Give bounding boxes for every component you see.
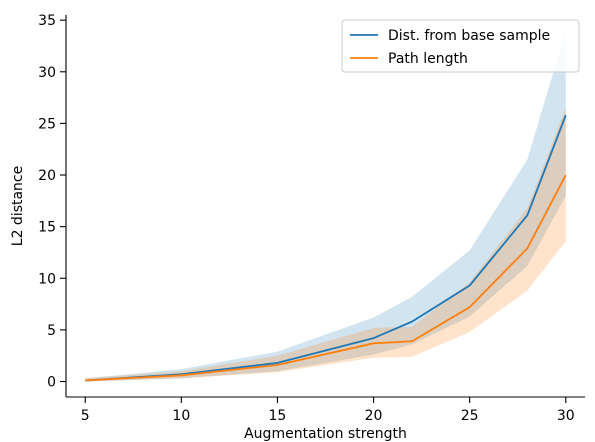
x-axis-label: Augmentation strength — [244, 426, 407, 442]
x-tick-label: 30 — [557, 408, 575, 424]
legend: Dist. from base sample Path length — [341, 19, 580, 73]
y-tick-label: 25 — [38, 116, 56, 132]
y-tick-label: 30 — [38, 65, 56, 81]
y-tick-label: 10 — [38, 271, 56, 287]
line-series-0 — [85, 114, 567, 382]
legend-label-path-length: Path length — [388, 51, 468, 67]
y-tick-label: 35 — [38, 13, 56, 29]
y-tick-label: 20 — [38, 168, 56, 184]
band-series-0 — [85, 30, 566, 382]
legend-box — [341, 19, 580, 73]
x-tick-label: 5 — [81, 408, 90, 424]
y-tick-label: 15 — [38, 220, 56, 236]
y-axis-label: L2 distance — [10, 166, 26, 246]
x-tick-label: 10 — [172, 408, 190, 424]
line-series-1 — [85, 174, 567, 382]
y-tick-label: 5 — [47, 323, 56, 339]
x-ticks: 5 10 15 20 25 30 — [81, 397, 575, 424]
axes — [65, 15, 585, 398]
x-tick-label: 15 — [269, 408, 287, 424]
y-ticks: 0 5 10 15 20 25 30 35 — [38, 13, 66, 391]
legend-label-distance: Dist. from base sample — [388, 28, 550, 44]
series-lines — [85, 114, 567, 382]
x-tick-label: 20 — [365, 408, 383, 424]
band-series-1 — [85, 107, 566, 382]
y-tick-label: 0 — [47, 375, 56, 391]
x-tick-label: 25 — [461, 408, 479, 424]
confidence-bands — [85, 30, 566, 382]
